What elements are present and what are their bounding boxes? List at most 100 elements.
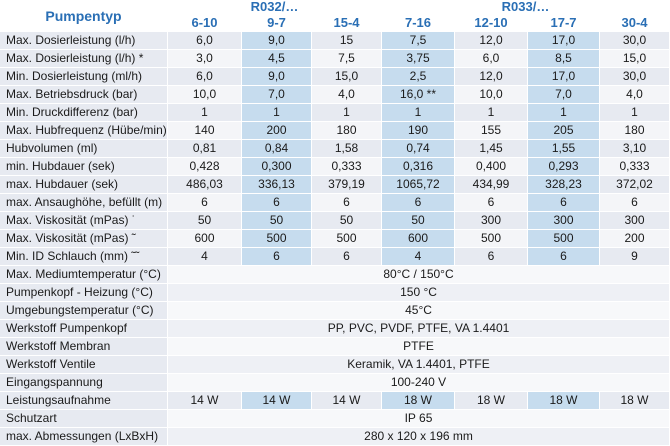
merged-value-cell: 45°C <box>168 302 670 320</box>
value-cell: 0,81 <box>168 140 242 158</box>
value-cell: 14 W <box>168 392 242 410</box>
merged-value-cell: PTFE <box>168 338 670 356</box>
value-cell: 7,0 <box>528 86 600 104</box>
spec-row: Max. Viskosität (mPas) ˙ 50 50 50 50 300 300 30… <box>0 212 670 230</box>
row-label: min. Hubdauer (sek) <box>0 158 168 176</box>
value-cell: 6 <box>528 248 600 266</box>
value-cell: 140 <box>168 122 242 140</box>
row-label: Max. Betriebsdruck (bar) <box>0 86 168 104</box>
spec-row-merged: Werkstoff Ventile Keramik, VA 1.4401, PTF… <box>0 356 670 374</box>
merged-value-cell: 100-240 V <box>168 374 670 392</box>
value-cell: 1 <box>242 104 312 122</box>
value-cell: 190 <box>382 122 455 140</box>
spec-row-merged: Umgebungstemperatur (°C) 45°C <box>0 302 670 320</box>
header-row-groups: Pumpentyp R032/… R033/… <box>0 0 670 32</box>
value-cell: 434,99 <box>455 176 528 194</box>
value-cell: 7,0 <box>242 86 312 104</box>
value-cell: 486,03 <box>168 176 242 194</box>
spec-row-merged: Werkstoff Pumpenkopf PP, PVC, PVDF, PTFE,… <box>0 320 670 338</box>
row-label: max. Ansaughöhe, befüllt (m) <box>0 194 168 212</box>
spec-row: Max. Hubfrequenz (Hübe/min) 140 200 180 190 1… <box>0 122 670 140</box>
value-cell: 8,5 <box>528 50 600 68</box>
header-row-models: 6-10 9-7 15-4 7-16 12-10 17-7 30-4 <box>0 15 670 32</box>
model-heading: 15-4 <box>312 15 382 32</box>
value-cell: 180 <box>312 122 382 140</box>
value-cell: 6 <box>312 194 382 212</box>
value-cell: 50 <box>242 212 312 230</box>
value-cell: 328,23 <box>528 176 600 194</box>
row-label: Min. ID Schlauch (mm) ˜˜ <box>0 248 168 266</box>
value-cell: 1,55 <box>528 140 600 158</box>
value-cell: 4 <box>168 248 242 266</box>
merged-value-cell: 80°C / 150°C <box>168 266 670 284</box>
value-cell: 15,0 <box>312 68 382 86</box>
value-cell: 9 <box>600 248 670 266</box>
value-cell: 1065,72 <box>382 176 455 194</box>
spec-row-power: Leistungsaufnahme 14 W 14 W 14 W 18 W 18 W 18 … <box>0 392 670 410</box>
value-cell: 16,0 ** <box>382 86 455 104</box>
value-cell: 500 <box>455 230 528 248</box>
value-cell: 600 <box>168 230 242 248</box>
value-cell: 50 <box>312 212 382 230</box>
spec-row: Max. Betriebsdruck (bar) 10,0 7,0 4,0 16,0 *… <box>0 86 670 104</box>
value-cell: 30,0 <box>600 68 670 86</box>
row-label: Leistungsaufnahme <box>0 392 168 410</box>
value-cell: 4,0 <box>600 86 670 104</box>
value-cell: 1 <box>168 104 242 122</box>
value-cell: 500 <box>312 230 382 248</box>
value-cell: 1 <box>455 104 528 122</box>
value-cell: 0,84 <box>242 140 312 158</box>
row-label: Werkstoff Ventile <box>0 356 168 374</box>
group-r033-heading: R033/… <box>382 0 670 15</box>
value-cell: 0,316 <box>382 158 455 176</box>
value-cell: 6 <box>528 194 600 212</box>
value-cell: 155 <box>455 122 528 140</box>
row-label: Werkstoff Membran <box>0 338 168 356</box>
value-cell: 6 <box>455 248 528 266</box>
value-cell: 12,0 <box>455 32 528 50</box>
value-cell: 6,0 <box>455 50 528 68</box>
value-cell: 14 W <box>242 392 312 410</box>
spec-row: Min. Dosierleistung (ml/h) 6,0 9,0 15,0 2,5 1… <box>0 68 670 86</box>
value-cell: 0,333 <box>312 158 382 176</box>
merged-value-cell: IP 65 <box>168 410 670 428</box>
row-label: Min. Dosierleistung (ml/h) <box>0 68 168 86</box>
value-cell: 12,0 <box>455 68 528 86</box>
row-label: Max. Mediumtemperatur (°C) <box>0 266 168 284</box>
value-cell: 300 <box>528 212 600 230</box>
value-cell: 50 <box>382 212 455 230</box>
value-cell: 7,5 <box>312 50 382 68</box>
model-heading: 9-7 <box>242 15 312 32</box>
value-cell: 50 <box>168 212 242 230</box>
spec-row-merged: Pumpenkopf - Heizung (°C) 150 °C <box>0 284 670 302</box>
spec-row: Min. Druckdifferenz (bar) 1 1 1 1 1 1 1 <box>0 104 670 122</box>
merged-value-cell: Keramik, VA 1.4401, PTFE <box>168 356 670 374</box>
row-label: Max. Hubfrequenz (Hübe/min) <box>0 122 168 140</box>
model-heading: 12-10 <box>455 15 528 32</box>
spec-row-merged: max. Abmessungen (LxBxH) 280 x 120 x 196 … <box>0 428 670 446</box>
value-cell: 0,300 <box>242 158 312 176</box>
value-cell: 6 <box>242 248 312 266</box>
value-cell: 0,74 <box>382 140 455 158</box>
value-cell: 500 <box>242 230 312 248</box>
value-cell: 6 <box>382 194 455 212</box>
value-cell: 18 W <box>600 392 670 410</box>
value-cell: 3,10 <box>600 140 670 158</box>
value-cell: 372,02 <box>600 176 670 194</box>
row-label: max. Abmessungen (LxBxH) <box>0 428 168 446</box>
spec-row-merged: Max. Mediumtemperatur (°C) 80°C / 150°C <box>0 266 670 284</box>
value-cell: 9,0 <box>242 68 312 86</box>
row-label: Pumpenkopf - Heizung (°C) <box>0 284 168 302</box>
row-label: Max. Dosierleistung (l/h) <box>0 32 168 50</box>
pumpentyp-heading: Pumpentyp <box>0 0 168 32</box>
value-cell: 180 <box>600 122 670 140</box>
value-cell: 300 <box>600 212 670 230</box>
value-cell: 6,0 <box>168 68 242 86</box>
value-cell: 200 <box>600 230 670 248</box>
model-heading: 17-7 <box>528 15 600 32</box>
value-cell: 6 <box>600 194 670 212</box>
value-cell: 205 <box>528 122 600 140</box>
row-label: Hubvolumen (ml) <box>0 140 168 158</box>
group-r032-heading: R032/… <box>168 0 382 15</box>
value-cell: 379,19 <box>312 176 382 194</box>
